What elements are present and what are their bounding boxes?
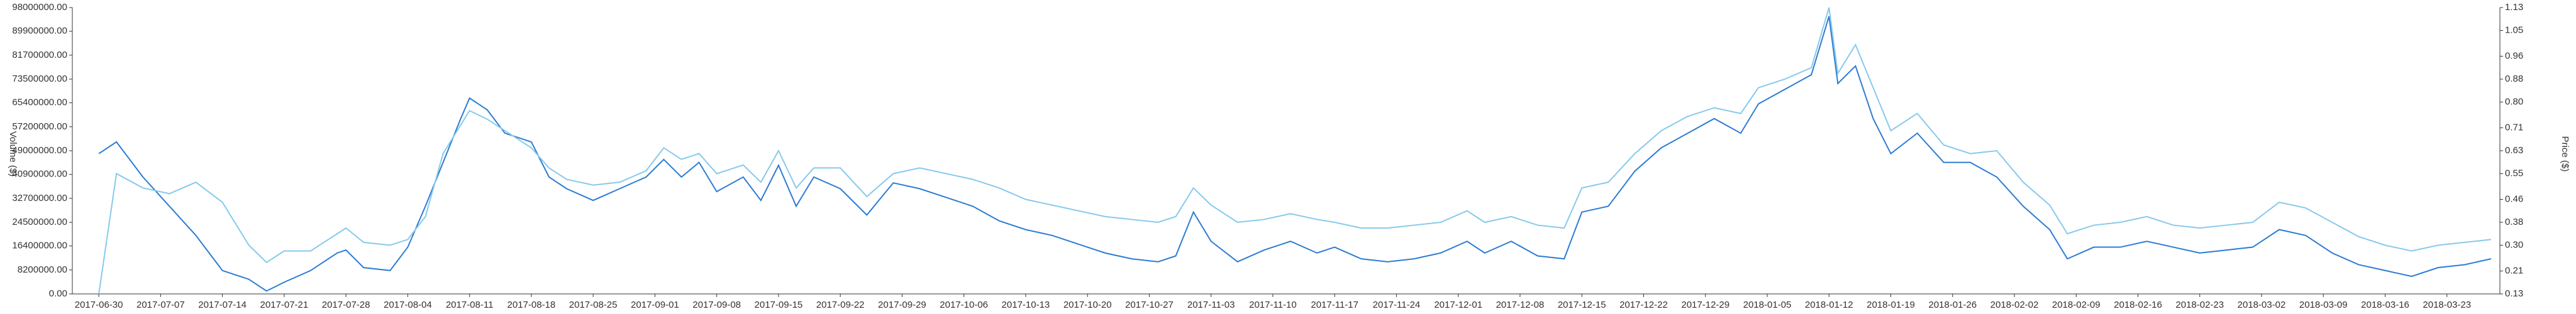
y-tick-label: 16400000.00 <box>12 241 67 251</box>
y-tick-label: 32700000.00 <box>12 193 67 203</box>
x-tick-label: 2017-09-29 <box>878 300 926 310</box>
x-tick-label: 2018-03-16 <box>2361 300 2409 310</box>
y2-tick-label: 0.30 <box>2505 239 2523 250</box>
x-tick-label: 2017-07-07 <box>136 300 185 310</box>
x-tick-label: 2017-09-01 <box>631 300 679 310</box>
x-tick-label: 2018-01-19 <box>1867 300 1915 310</box>
y-tick-label: 57200000.00 <box>12 121 67 132</box>
x-tick-label: 2017-12-08 <box>1496 300 1545 310</box>
x-tick-label: 2018-02-09 <box>2052 300 2101 310</box>
y-tick-label: 89900000.00 <box>12 26 67 36</box>
y2-tick-label: 1.13 <box>2505 2 2523 13</box>
y2-tick-label: 0.63 <box>2505 145 2523 156</box>
x-tick-label: 2017-12-15 <box>1558 300 1606 310</box>
x-tick-label: 2017-10-06 <box>940 300 988 310</box>
x-tick-label: 2018-03-09 <box>2299 300 2348 310</box>
y2-tick-label: 0.21 <box>2505 265 2523 276</box>
y-tick-label: 73500000.00 <box>12 73 67 84</box>
x-tick-label: 2017-08-25 <box>569 300 618 310</box>
y2-axis-label: Price ($) <box>2560 136 2570 172</box>
x-tick-label: 2018-01-26 <box>1928 300 1977 310</box>
x-tick-label: 2018-03-02 <box>2238 300 2286 310</box>
x-tick-label: 2017-07-28 <box>322 300 370 310</box>
series-line <box>98 16 2492 292</box>
x-tick-label: 2017-10-20 <box>1063 300 1112 310</box>
x-tick-label: 2018-01-12 <box>1805 300 1853 310</box>
x-tick-label: 2017-11-10 <box>1249 300 1297 310</box>
x-tick-label: 2017-09-08 <box>692 300 741 310</box>
y2-tick-label: 0.71 <box>2505 122 2523 133</box>
y2-tick-label: 0.46 <box>2505 193 2523 204</box>
x-tick-label: 2017-12-01 <box>1434 300 1482 310</box>
x-tick-label: 2018-02-02 <box>1990 300 2039 310</box>
x-tick-label: 2017-09-15 <box>755 300 803 310</box>
y2-tick-label: 0.96 <box>2505 50 2523 61</box>
y-tick-label: 65400000.00 <box>12 97 67 108</box>
y-tick-label: 98000000.00 <box>12 2 67 13</box>
y2-tick-label: 0.88 <box>2505 73 2523 84</box>
x-tick-label: 2017-08-04 <box>384 300 432 310</box>
x-tick-label: 2017-07-14 <box>198 300 247 310</box>
x-tick-label: 2018-02-16 <box>2114 300 2162 310</box>
x-tick-label: 2017-12-29 <box>1681 300 1729 310</box>
x-tick-label: 2017-10-13 <box>1002 300 1050 310</box>
y-tick-label: 24500000.00 <box>12 217 67 227</box>
x-tick-label: 2017-11-24 <box>1373 300 1421 310</box>
y2-tick-label: 1.05 <box>2505 24 2523 35</box>
x-tick-label: 2017-08-11 <box>446 300 494 310</box>
series-line <box>98 7 2492 295</box>
y2-tick-label: 0.38 <box>2505 217 2523 227</box>
y-tick-label: 40900000.00 <box>12 169 67 180</box>
y-axis-label: Volume ($) <box>8 131 18 177</box>
x-tick-label: 2018-02-23 <box>2175 300 2224 310</box>
y2-tick-label: 0.80 <box>2505 96 2523 107</box>
x-tick-label: 2017-12-22 <box>1619 300 1668 310</box>
y2-tick-label: 0.13 <box>2505 288 2523 299</box>
y-tick-label: 8200000.00 <box>18 264 67 275</box>
y-tick-label: 49000000.00 <box>12 145 67 156</box>
x-tick-label: 2018-03-23 <box>2423 300 2471 310</box>
x-tick-label: 2017-06-30 <box>75 300 123 310</box>
y2-tick-label: 0.55 <box>2505 168 2523 178</box>
x-tick-label: 2018-01-05 <box>1743 300 1792 310</box>
x-tick-label: 2017-09-22 <box>816 300 865 310</box>
x-tick-label: 2017-10-27 <box>1125 300 1174 310</box>
x-tick-label: 2017-08-18 <box>508 300 556 310</box>
y-tick-label: 0.00 <box>49 288 67 299</box>
x-tick-label: 2017-07-21 <box>260 300 309 310</box>
x-tick-label: 2017-11-17 <box>1311 300 1358 310</box>
y-tick-label: 81700000.00 <box>12 50 67 60</box>
x-tick-label: 2017-11-03 <box>1187 300 1235 310</box>
